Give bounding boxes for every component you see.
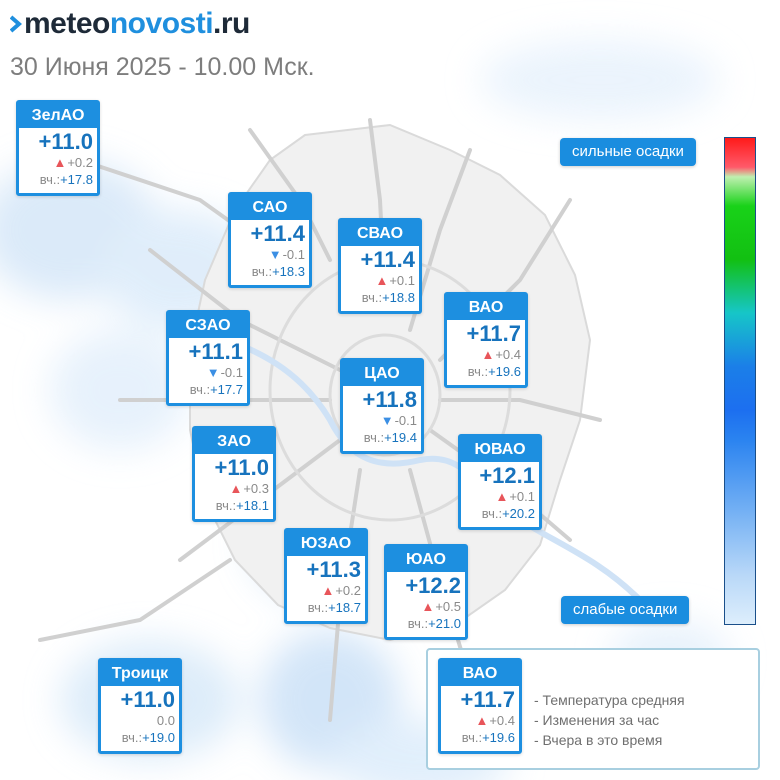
hourly-change: +0.4 [489,713,515,728]
yesterday-label: вч.: [251,264,273,279]
yesterday-label: вч.: [363,430,385,445]
legend-descriptions: - Температура средняя - Изменения за час… [534,690,685,750]
district-temp: +11.0 [120,687,175,712]
yesterday-temp: +18.7 [328,600,361,615]
scale-label-heavy: сильные осадки [560,138,696,166]
site-logo[interactable]: meteonovosti.ru [10,6,250,42]
yesterday-label: вч.: [215,498,237,513]
district-temp: +11.3 [306,557,361,582]
hourly-change: +0.4 [495,347,521,362]
scale-label-light: слабые осадки [561,596,690,624]
yesterday-temp: +19.6 [488,364,521,379]
yesterday-label: вч.: [121,730,143,745]
district-card-vao[interactable]: ВАО +11.7 ▲+0.4 вч.:+19.6 [444,292,528,388]
yesterday-label: вч.: [461,730,483,745]
district-temp: +11.4 [360,247,415,272]
legend-line-average: - Температура средняя [534,692,685,708]
district-temp: +11.0 [214,455,269,480]
district-temp: +11.1 [188,339,243,364]
yesterday-temp: +17.7 [210,382,243,397]
yesterday-temp: +18.8 [382,290,415,305]
district-name: ВАО [447,295,525,320]
yesterday-label: вч.: [189,382,211,397]
yesterday-label: вч.: [307,600,329,615]
trend-up-icon: ▲ [53,155,67,170]
district-temp: +11.7 [466,321,521,346]
hourly-change: -0.1 [220,365,243,380]
trend-down-icon: ▼ [380,413,394,428]
logo-text-suffix: .ru [213,7,250,40]
district-temp: +12.1 [479,463,535,488]
hourly-change: -0.1 [394,413,417,428]
yesterday-temp: +19.4 [384,430,417,445]
district-name: САО [231,195,309,220]
trend-down-icon: ▼ [206,365,220,380]
district-card-yuvao[interactable]: ЮВАО +12.1 ▲+0.1 вч.:+20.2 [458,434,542,530]
district-card-yuao[interactable]: ЮАО +12.2 ▲+0.5 вч.:+21.0 [384,544,468,640]
district-name: ЮЗАО [287,531,365,556]
yesterday-label: вч.: [467,364,489,379]
district-name: СЗАО [169,313,247,338]
logo-text-meteo: meteo [24,7,110,40]
trend-up-icon: ▲ [475,713,489,728]
yesterday-temp: +17.8 [60,172,93,187]
yesterday-temp: +18.3 [272,264,305,279]
yesterday-label: вч.: [39,172,61,187]
hourly-change: +0.1 [389,273,415,288]
trend-up-icon: ▲ [421,599,435,614]
district-temp: +12.2 [405,573,461,598]
yesterday-temp: +19.6 [482,730,515,745]
legend-line-hourly-change: - Изменения за час [534,712,660,728]
district-card-zao[interactable]: ЗАО +11.0 ▲+0.3 вч.:+18.1 [192,426,276,522]
trend-up-icon: ▲ [229,481,243,496]
district-card-sao[interactable]: САО +11.4 ▼-0.1 вч.:+18.3 [228,192,312,288]
yesterday-label: вч.: [407,616,429,631]
trend-down-icon: ▼ [268,247,282,262]
hourly-change: +0.2 [335,583,361,598]
district-name: ЮВАО [461,437,539,462]
district-name: Троицк [101,661,179,686]
district-name: ЗелАО [19,103,97,128]
hourly-change: +0.2 [67,155,93,170]
logo-arrow-icon [10,15,22,33]
district-card-troitsk[interactable]: Троицк +11.0 0.0 вч.:+19.0 [98,658,182,754]
precipitation-scale-bar [724,137,756,625]
trend-up-icon: ▲ [481,347,495,362]
district-name: СВАО [341,221,419,246]
district-card-svao[interactable]: СВАО +11.4 ▲+0.1 вч.:+18.8 [338,218,422,314]
moscow-river [199,327,643,603]
district-name: ЦАО [343,361,421,386]
district-temp: +11.8 [362,387,417,412]
legend-line-yesterday: - Вчера в это время [534,732,663,748]
yesterday-label: вч.: [481,506,503,521]
hourly-change: 0.0 [156,713,175,728]
district-temp: +11.4 [250,221,305,246]
report-date: 30 Июня 2025 - 10.00 Мск. [10,53,315,81]
yesterday-temp: +21.0 [428,616,461,631]
district-name: ВАО [441,661,519,686]
district-card-yuzao[interactable]: ЮЗАО +11.3 ▲+0.2 вч.:+18.7 [284,528,368,624]
district-name: ЗАО [195,429,273,454]
legend-sample-card: ВАО +11.7 ▲+0.4 вч.:+19.6 [438,658,522,754]
district-temp: +11.0 [38,129,93,154]
trend-up-icon: ▲ [375,273,389,288]
hourly-change: -0.1 [282,247,305,262]
hourly-change: +0.5 [435,599,461,614]
district-card-cao[interactable]: ЦАО +11.8 ▼-0.1 вч.:+19.4 [340,358,424,454]
district-name: ЮАО [387,547,465,572]
yesterday-label: вч.: [361,290,383,305]
yesterday-temp: +18.1 [236,498,269,513]
yesterday-temp: +20.2 [502,506,535,521]
district-card-szao[interactable]: СЗАО +11.1 ▼-0.1 вч.:+17.7 [166,310,250,406]
district-card-zelao[interactable]: ЗелАО +11.0 ▲+0.2 вч.:+17.8 [16,100,100,196]
hourly-change: +0.1 [509,489,535,504]
hourly-change: +0.3 [243,481,269,496]
logo-text-novosti: novosti [109,7,214,40]
trend-up-icon: ▲ [321,583,335,598]
yesterday-temp: +19.0 [142,730,175,745]
district-temp: +11.7 [460,687,515,712]
trend-up-icon: ▲ [495,489,509,504]
